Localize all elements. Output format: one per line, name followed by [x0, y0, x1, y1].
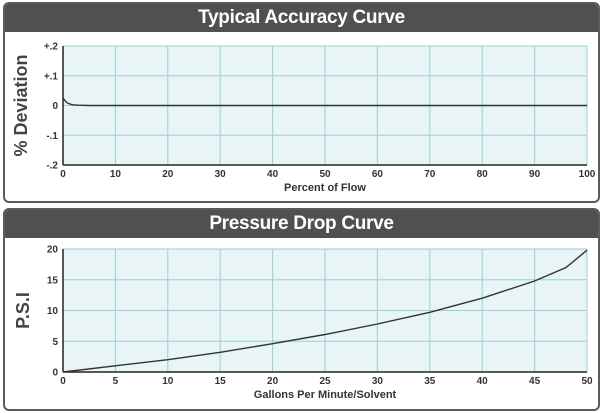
accuracy-x-tick-label: 70 — [424, 169, 436, 180]
pressure-x-axis-label: Gallons Per Minute/Solvent — [254, 389, 397, 401]
accuracy-y-tick-label: +.1 — [44, 71, 59, 82]
accuracy-series-line — [62, 97, 587, 107]
accuracy-y-tick-label: -.1 — [46, 131, 58, 142]
pressure-chart-panel: Pressure Drop Curve 0 5 10 15 20 25 30 35 40 45 50… — [3, 208, 600, 411]
pressure-y-tick-label: 0 — [52, 368, 58, 379]
pressure-x-tick-label: 0 — [60, 376, 66, 387]
accuracy-x-tick-label: 100 — [579, 169, 596, 180]
pressure-y-tick-label: 20 — [47, 245, 59, 256]
accuracy-x-tick-label: 40 — [267, 169, 279, 180]
pressure-x-tick-label: 10 — [162, 376, 174, 387]
accuracy-x-tick-label: 10 — [110, 169, 122, 180]
pressure-y-tick-label: 10 — [47, 306, 59, 317]
accuracy-y-tick-label: 0 — [52, 101, 58, 112]
accuracy-x-tick-label: 30 — [215, 169, 227, 180]
pressure-x-tick-label: 20 — [267, 376, 279, 387]
accuracy-x-axis-label: Percent of Flow — [284, 182, 366, 194]
accuracy-x-tick-label: 0 — [60, 169, 66, 180]
pressure-x-tick-label: 5 — [113, 376, 119, 387]
accuracy-y-tick-label: +.2 — [44, 42, 59, 53]
pressure-y-tick-label: 5 — [52, 337, 58, 348]
pressure-x-tick-label: 15 — [215, 376, 227, 387]
accuracy-chart-panel: Typical Accuracy Curve 0 10 20 30 40 50 60 70 80… — [3, 2, 600, 203]
pressure-x-tick-label: 35 — [424, 376, 436, 387]
pressure-series-line — [62, 249, 588, 373]
pressure-x-tick-label: 30 — [372, 376, 384, 387]
pressure-x-tick-label: 25 — [319, 376, 331, 387]
accuracy-chart: 0 10 20 30 40 50 60 70 80 90 100 +.2 +.1 0 -.1 -.2 Perce… — [11, 42, 596, 195]
pressure-x-tick-label: 50 — [581, 376, 593, 387]
pressure-chart-title: Pressure Drop Curve — [5, 210, 598, 238]
accuracy-x-tick-label: 60 — [372, 169, 384, 180]
accuracy-y-tick-label: -.2 — [46, 161, 58, 172]
accuracy-x-tick-label: 50 — [319, 169, 331, 180]
accuracy-y-axis-label: % Deviation — [11, 54, 31, 156]
accuracy-chart-title: Typical Accuracy Curve — [5, 4, 598, 32]
pressure-y-tick-label: 15 — [47, 275, 59, 286]
accuracy-x-tick-label: 90 — [529, 169, 541, 180]
pressure-y-axis-label: P.S.I — [13, 292, 33, 329]
accuracy-x-tick-label: 80 — [477, 169, 489, 180]
accuracy-x-tick-label: 20 — [162, 169, 174, 180]
pressure-x-tick-label: 45 — [529, 376, 541, 387]
pressure-x-tick-label: 40 — [477, 376, 489, 387]
